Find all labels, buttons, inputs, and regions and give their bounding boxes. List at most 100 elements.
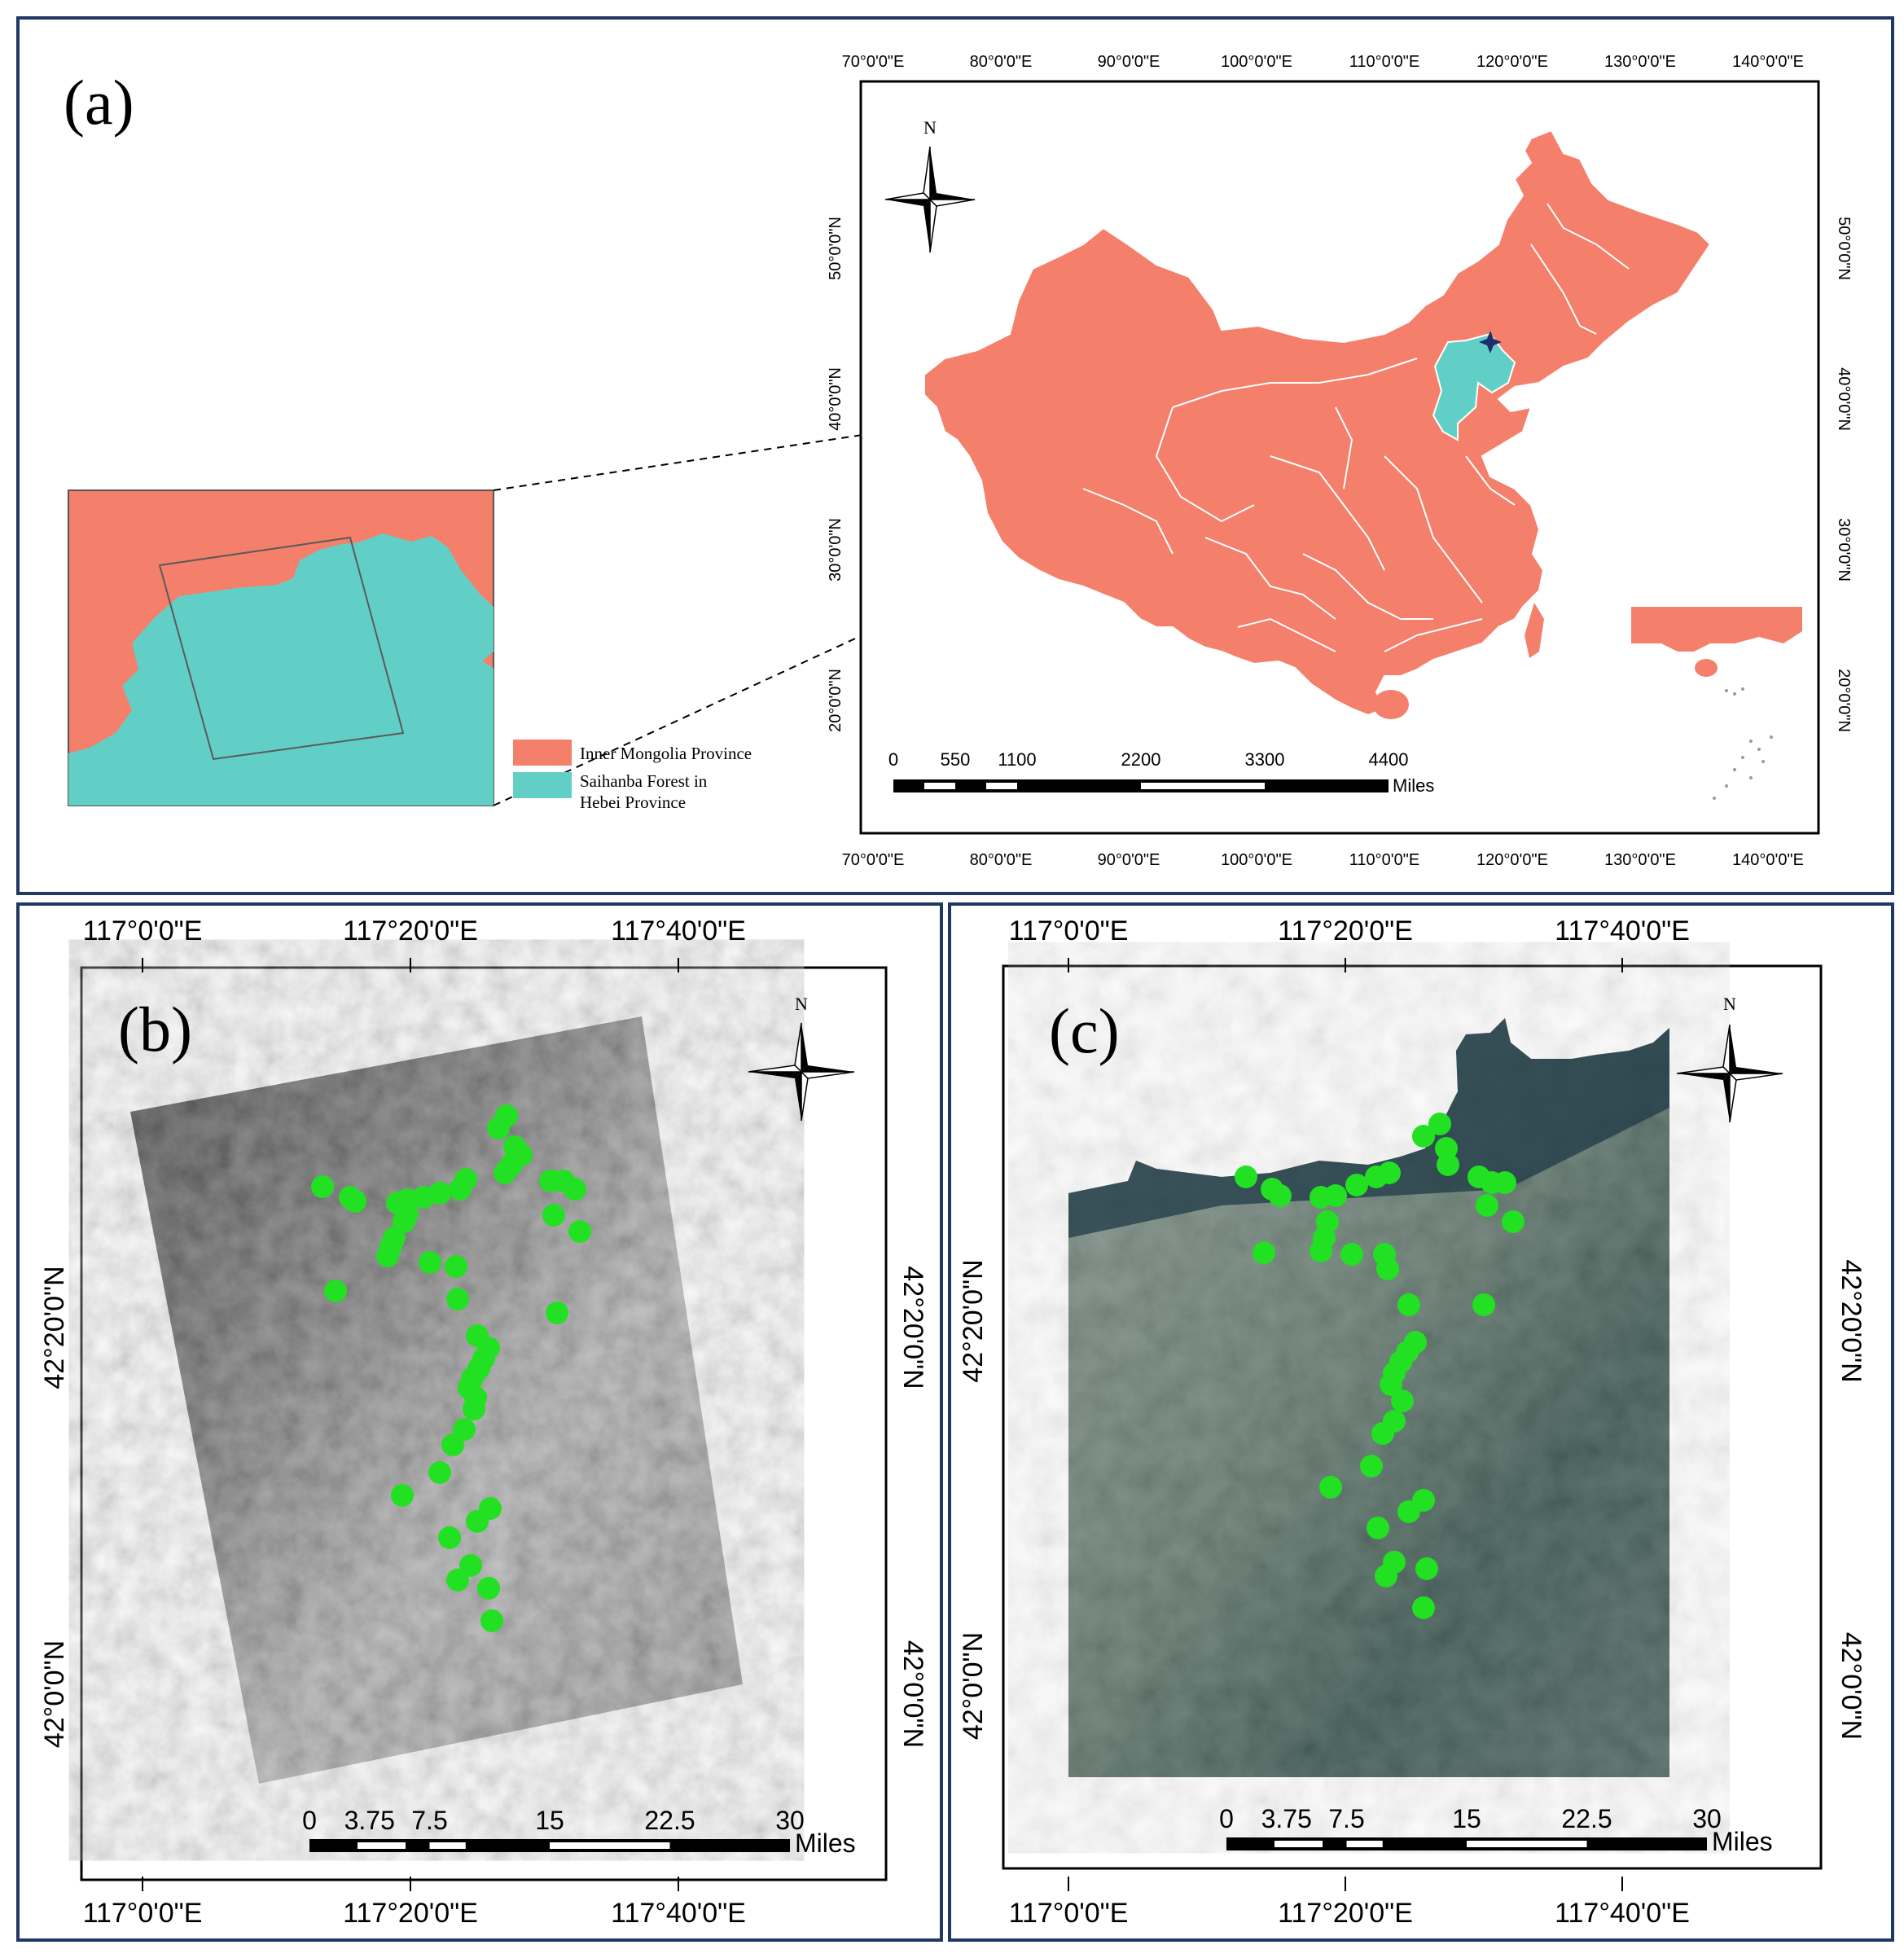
legend-swatch-saihanba: [513, 772, 572, 798]
panel-a-graticule-labels: 70°0'0"E 70°0'0"E 80°0'0"E 80°0'0"E 90°0'0"E…: [827, 53, 1853, 869]
sample-point: [1235, 1166, 1257, 1188]
scale-a-unit: Miles: [1393, 775, 1434, 796]
scale-bar-a: 0 550 1100 2200 3300 4400 Miles: [888, 749, 1434, 796]
sea-inset-islands: [1713, 687, 1773, 800]
lon-tick-label-top: 90°0'0"E: [1098, 53, 1160, 71]
study-area-outline: [158, 536, 405, 761]
sample-point: [445, 1255, 467, 1278]
lon-tick-label-bottom: 120°0'0"E: [1476, 851, 1548, 869]
sample-point: [438, 1526, 461, 1549]
taiwan-island: [1525, 603, 1544, 658]
sample-point: [428, 1461, 451, 1484]
china-mainland: [923, 129, 1712, 717]
sample-point: [477, 1577, 500, 1600]
lon-tick-label-top: 117°0'0"E: [1009, 915, 1129, 946]
scale-bar-seg: [550, 1842, 670, 1849]
north-label: N: [923, 117, 937, 138]
lat-tick-label-right: 50°0'0"N: [1835, 217, 1853, 280]
study-area-marker-icon: [1479, 331, 1502, 353]
panel-a-label: (a): [64, 67, 134, 138]
scale-a-label: 4400: [1369, 749, 1409, 770]
sample-point: [1428, 1113, 1451, 1135]
north-arrow-icon: [1676, 1024, 1783, 1123]
lat-tick-label-left: 42°20'0"N: [958, 1259, 989, 1382]
scale-unit: Miles: [795, 1828, 856, 1858]
lat-tick-label-right: 20°0'0"N: [1835, 669, 1853, 732]
lat-tick-label-left: 20°0'0"N: [827, 669, 845, 732]
lat-tick-label-right: 30°0'0"N: [1835, 518, 1853, 582]
lon-tick-label-bottom: 117°20'0"E: [343, 1898, 478, 1929]
scale-label: 7.5: [1328, 1804, 1364, 1833]
sample-point: [1415, 1557, 1438, 1580]
sample-point: [428, 1182, 451, 1205]
scale-label: 0: [302, 1806, 317, 1835]
scale-a-label: 550: [941, 749, 971, 770]
sea-inset-coast: [1631, 607, 1802, 652]
south-china-sea-inset: [1631, 607, 1802, 800]
lon-tick-label-top: 117°0'0"E: [83, 915, 203, 946]
sample-point: [495, 1104, 518, 1127]
scale-label: 30: [775, 1806, 805, 1835]
lat-tick-label-left: 42°0'0"N: [958, 1632, 989, 1740]
lon-tick-label-bottom: 117°0'0"E: [1009, 1898, 1129, 1929]
scale-label: 22.5: [1561, 1804, 1612, 1833]
sample-point: [1391, 1389, 1414, 1412]
lon-tick-label-bottom: 90°0'0"E: [1098, 851, 1160, 869]
sample-point: [1380, 1373, 1402, 1396]
sample-point: [419, 1251, 441, 1274]
legend-label-inner-mongolia: Inner Mongolia Province: [580, 744, 752, 763]
sample-point: [466, 1510, 489, 1533]
scale-unit: Miles: [1712, 1827, 1773, 1856]
sample-point: [568, 1220, 591, 1243]
sample-point: [1340, 1243, 1363, 1266]
north-label: N: [795, 994, 808, 1014]
sample-point: [510, 1144, 533, 1166]
lon-tick-label-top: 140°0'0"E: [1732, 53, 1804, 71]
sample-point: [459, 1554, 482, 1577]
lon-tick-label-top: 70°0'0"E: [842, 53, 905, 71]
scale-label: 15: [535, 1806, 564, 1835]
sample-point: [1472, 1293, 1495, 1316]
panel-c-graticule-labels: 117°0'0"E 117°0'0"E 117°20'0"E 117°20'0"E 11…: [958, 915, 1867, 1929]
sample-point: [344, 1190, 366, 1213]
lat-tick-label-right: 42°20'0"N: [897, 1266, 928, 1389]
sample-point: [1253, 1241, 1275, 1264]
lon-tick-label-bottom: 80°0'0"E: [970, 851, 1033, 869]
lon-tick-label-top: 110°0'0"E: [1349, 53, 1419, 71]
lat-tick-label-right: 40°0'0"N: [1835, 367, 1853, 431]
north-label: N: [1723, 994, 1736, 1014]
sample-point: [454, 1168, 477, 1191]
scale-bar-a-seg: [1141, 783, 1265, 789]
sample-point: [446, 1288, 469, 1310]
scale-bar-seg: [358, 1842, 406, 1849]
scale-bar-seg: [1467, 1841, 1587, 1847]
scale-bar-a-seg: [986, 783, 1017, 789]
scale-label: 0: [1219, 1804, 1234, 1833]
scale-label: 7.5: [411, 1806, 447, 1835]
lon-tick-label-top: 117°20'0"E: [343, 915, 478, 946]
hainan-island: [1373, 690, 1409, 719]
lon-tick-label-bottom: 70°0'0"E: [842, 851, 905, 869]
sample-point: [1324, 1184, 1347, 1207]
sample-point: [1437, 1153, 1459, 1176]
legend: Inner Mongolia Province Saihanba Forest …: [513, 740, 752, 812]
sample-point: [441, 1433, 464, 1456]
china-map: [923, 129, 1802, 800]
lat-tick-label-right: 42°20'0"N: [1836, 1259, 1867, 1382]
scale-label: 30: [1692, 1804, 1722, 1833]
sample-point: [1494, 1171, 1516, 1194]
lon-tick-label-bottom: 117°40'0"E: [1555, 1898, 1690, 1929]
lon-tick-label-bottom: 140°0'0"E: [1732, 851, 1804, 869]
sample-point: [324, 1280, 347, 1302]
lon-tick-label-bottom: 117°40'0"E: [611, 1898, 746, 1929]
lon-tick-label-top: 117°40'0"E: [1555, 915, 1690, 946]
scale-bar-a-seg: [924, 783, 955, 789]
lon-tick-label-bottom: 130°0'0"E: [1604, 851, 1676, 869]
sample-point: [564, 1178, 586, 1201]
lon-tick-label-top: 80°0'0"E: [970, 53, 1033, 71]
sample-point: [1375, 1565, 1397, 1587]
lon-tick-label-top: 130°0'0"E: [1604, 53, 1676, 71]
sample-point: [1502, 1210, 1525, 1233]
sample-point: [376, 1245, 399, 1267]
